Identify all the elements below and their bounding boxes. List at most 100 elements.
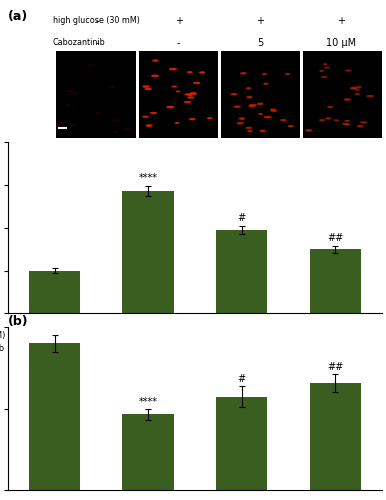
Bar xyxy=(29,344,80,490)
Text: 5: 5 xyxy=(257,38,263,48)
Text: -: - xyxy=(53,332,56,340)
Ellipse shape xyxy=(357,126,363,127)
Text: +: + xyxy=(174,16,183,26)
Ellipse shape xyxy=(190,118,195,120)
Ellipse shape xyxy=(143,86,149,87)
Ellipse shape xyxy=(146,125,152,126)
Ellipse shape xyxy=(87,64,93,65)
Text: -: - xyxy=(95,38,99,48)
Ellipse shape xyxy=(190,93,196,94)
Ellipse shape xyxy=(351,88,356,89)
Text: -: - xyxy=(177,38,180,48)
Text: -: - xyxy=(147,344,150,354)
Ellipse shape xyxy=(239,118,244,119)
Ellipse shape xyxy=(271,109,275,110)
Ellipse shape xyxy=(335,120,339,121)
Ellipse shape xyxy=(237,122,243,124)
Ellipse shape xyxy=(367,96,373,97)
Text: (b): (b) xyxy=(8,315,28,328)
Ellipse shape xyxy=(345,120,349,122)
Ellipse shape xyxy=(249,106,254,107)
Text: high glucose (30 mM): high glucose (30 mM) xyxy=(52,16,139,24)
Ellipse shape xyxy=(172,86,176,87)
Ellipse shape xyxy=(95,112,100,114)
Ellipse shape xyxy=(326,118,330,119)
Ellipse shape xyxy=(258,103,263,104)
Bar xyxy=(310,383,361,490)
Ellipse shape xyxy=(247,88,251,89)
FancyBboxPatch shape xyxy=(139,52,218,138)
Text: Cabozantinib: Cabozantinib xyxy=(52,38,105,48)
FancyBboxPatch shape xyxy=(221,52,300,138)
Ellipse shape xyxy=(185,94,191,95)
Ellipse shape xyxy=(67,90,73,92)
Ellipse shape xyxy=(234,106,240,108)
Ellipse shape xyxy=(357,86,361,88)
Bar xyxy=(216,230,267,314)
Ellipse shape xyxy=(153,60,158,61)
Text: ##: ## xyxy=(327,362,344,372)
Text: +: + xyxy=(144,332,152,340)
Ellipse shape xyxy=(345,124,350,125)
FancyBboxPatch shape xyxy=(56,52,135,138)
Ellipse shape xyxy=(247,96,252,98)
Text: (a): (a) xyxy=(8,10,28,23)
Ellipse shape xyxy=(109,86,114,88)
Ellipse shape xyxy=(361,122,367,123)
Ellipse shape xyxy=(66,105,69,106)
Text: ##: ## xyxy=(327,232,344,242)
Ellipse shape xyxy=(194,82,200,84)
Ellipse shape xyxy=(152,75,158,76)
Bar xyxy=(122,192,174,314)
Ellipse shape xyxy=(241,72,246,74)
Ellipse shape xyxy=(328,106,332,108)
Ellipse shape xyxy=(320,70,323,71)
Text: 10 μM: 10 μM xyxy=(322,344,349,354)
Ellipse shape xyxy=(143,116,148,117)
Ellipse shape xyxy=(151,112,156,114)
Text: #: # xyxy=(238,374,246,384)
Bar xyxy=(29,270,80,314)
Ellipse shape xyxy=(260,130,265,132)
Text: -: - xyxy=(53,344,56,354)
Ellipse shape xyxy=(188,95,191,96)
Ellipse shape xyxy=(346,70,351,71)
Bar xyxy=(310,249,361,314)
Text: #: # xyxy=(238,212,246,222)
Ellipse shape xyxy=(170,68,176,70)
Text: high glucose (30 mM): high glucose (30 mM) xyxy=(0,332,5,340)
Ellipse shape xyxy=(344,99,350,100)
Ellipse shape xyxy=(188,97,194,98)
Ellipse shape xyxy=(188,72,192,73)
Ellipse shape xyxy=(271,110,277,112)
Ellipse shape xyxy=(146,88,151,90)
Ellipse shape xyxy=(288,126,293,127)
Text: Cabozantinib: Cabozantinib xyxy=(0,344,5,354)
Ellipse shape xyxy=(200,72,205,73)
Text: +: + xyxy=(238,332,245,340)
Text: 5: 5 xyxy=(239,344,245,354)
Ellipse shape xyxy=(72,93,78,94)
Ellipse shape xyxy=(71,124,75,126)
Ellipse shape xyxy=(176,91,179,92)
Bar xyxy=(216,397,267,490)
Ellipse shape xyxy=(175,122,179,123)
Ellipse shape xyxy=(58,124,63,125)
Ellipse shape xyxy=(264,116,271,118)
Text: 10 μM: 10 μM xyxy=(326,38,357,48)
Ellipse shape xyxy=(248,131,252,132)
Ellipse shape xyxy=(113,120,119,121)
Text: +: + xyxy=(256,16,264,26)
Text: +: + xyxy=(332,332,339,340)
Text: +: + xyxy=(337,16,345,26)
Ellipse shape xyxy=(167,106,174,108)
Ellipse shape xyxy=(250,104,256,106)
Ellipse shape xyxy=(306,130,312,131)
FancyBboxPatch shape xyxy=(303,52,382,138)
Bar xyxy=(122,414,174,490)
Ellipse shape xyxy=(125,128,131,130)
Ellipse shape xyxy=(322,76,327,78)
Text: -: - xyxy=(95,16,99,26)
Text: ****: **** xyxy=(139,398,157,407)
Ellipse shape xyxy=(231,94,237,95)
